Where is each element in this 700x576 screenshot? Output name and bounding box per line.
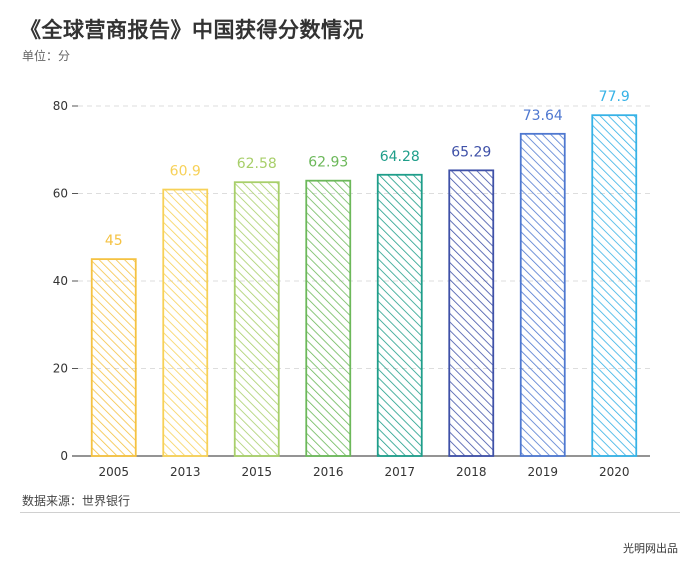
bar-2015 — [233, 181, 280, 457]
value-label: 73.64 — [523, 108, 563, 124]
y-tick-label: 40 — [53, 274, 68, 288]
y-tick-label: 20 — [53, 362, 68, 376]
bar-2005 — [90, 258, 137, 457]
footer-divider — [20, 512, 680, 513]
x-tick-label: 2016 — [313, 465, 344, 479]
value-label: 62.93 — [308, 155, 348, 171]
x-tick-label: 2015 — [241, 465, 272, 479]
value-label: 60.9 — [170, 164, 201, 180]
data-source: 数据来源：世界银行 — [22, 494, 131, 508]
y-tick-label: 80 — [53, 99, 68, 113]
x-tick-label: 2005 — [98, 465, 129, 479]
bar-2020 — [591, 114, 638, 457]
y-tick-label: 60 — [53, 187, 68, 201]
bar-chart: 0 20 40 60 80 45 2005 60.9 2013 62.58 2015 62.93 201… — [53, 89, 650, 479]
credit-label: 光明网出品 — [623, 542, 678, 555]
value-label: 64.28 — [380, 149, 420, 165]
bar-2017 — [376, 173, 423, 457]
bar-2019 — [519, 132, 566, 457]
bar-2016 — [305, 179, 352, 457]
value-label: 65.29 — [451, 144, 491, 160]
x-tick-label: 2013 — [170, 465, 201, 479]
value-label: 45 — [105, 233, 123, 249]
chart-title: 《全球营商报告》中国获得分数情况 — [20, 18, 364, 42]
bar-2018 — [448, 169, 495, 457]
bar-2013 — [162, 188, 209, 457]
unit-label: 单位：分 — [22, 49, 71, 63]
x-tick-label: 2017 — [384, 465, 415, 479]
value-label: 77.9 — [599, 89, 630, 105]
x-tick-label: 2020 — [599, 465, 630, 479]
y-tick-label: 0 — [60, 449, 68, 463]
value-label: 62.58 — [237, 156, 277, 172]
x-tick-label: 2019 — [527, 465, 558, 479]
x-tick-label: 2018 — [456, 465, 487, 479]
